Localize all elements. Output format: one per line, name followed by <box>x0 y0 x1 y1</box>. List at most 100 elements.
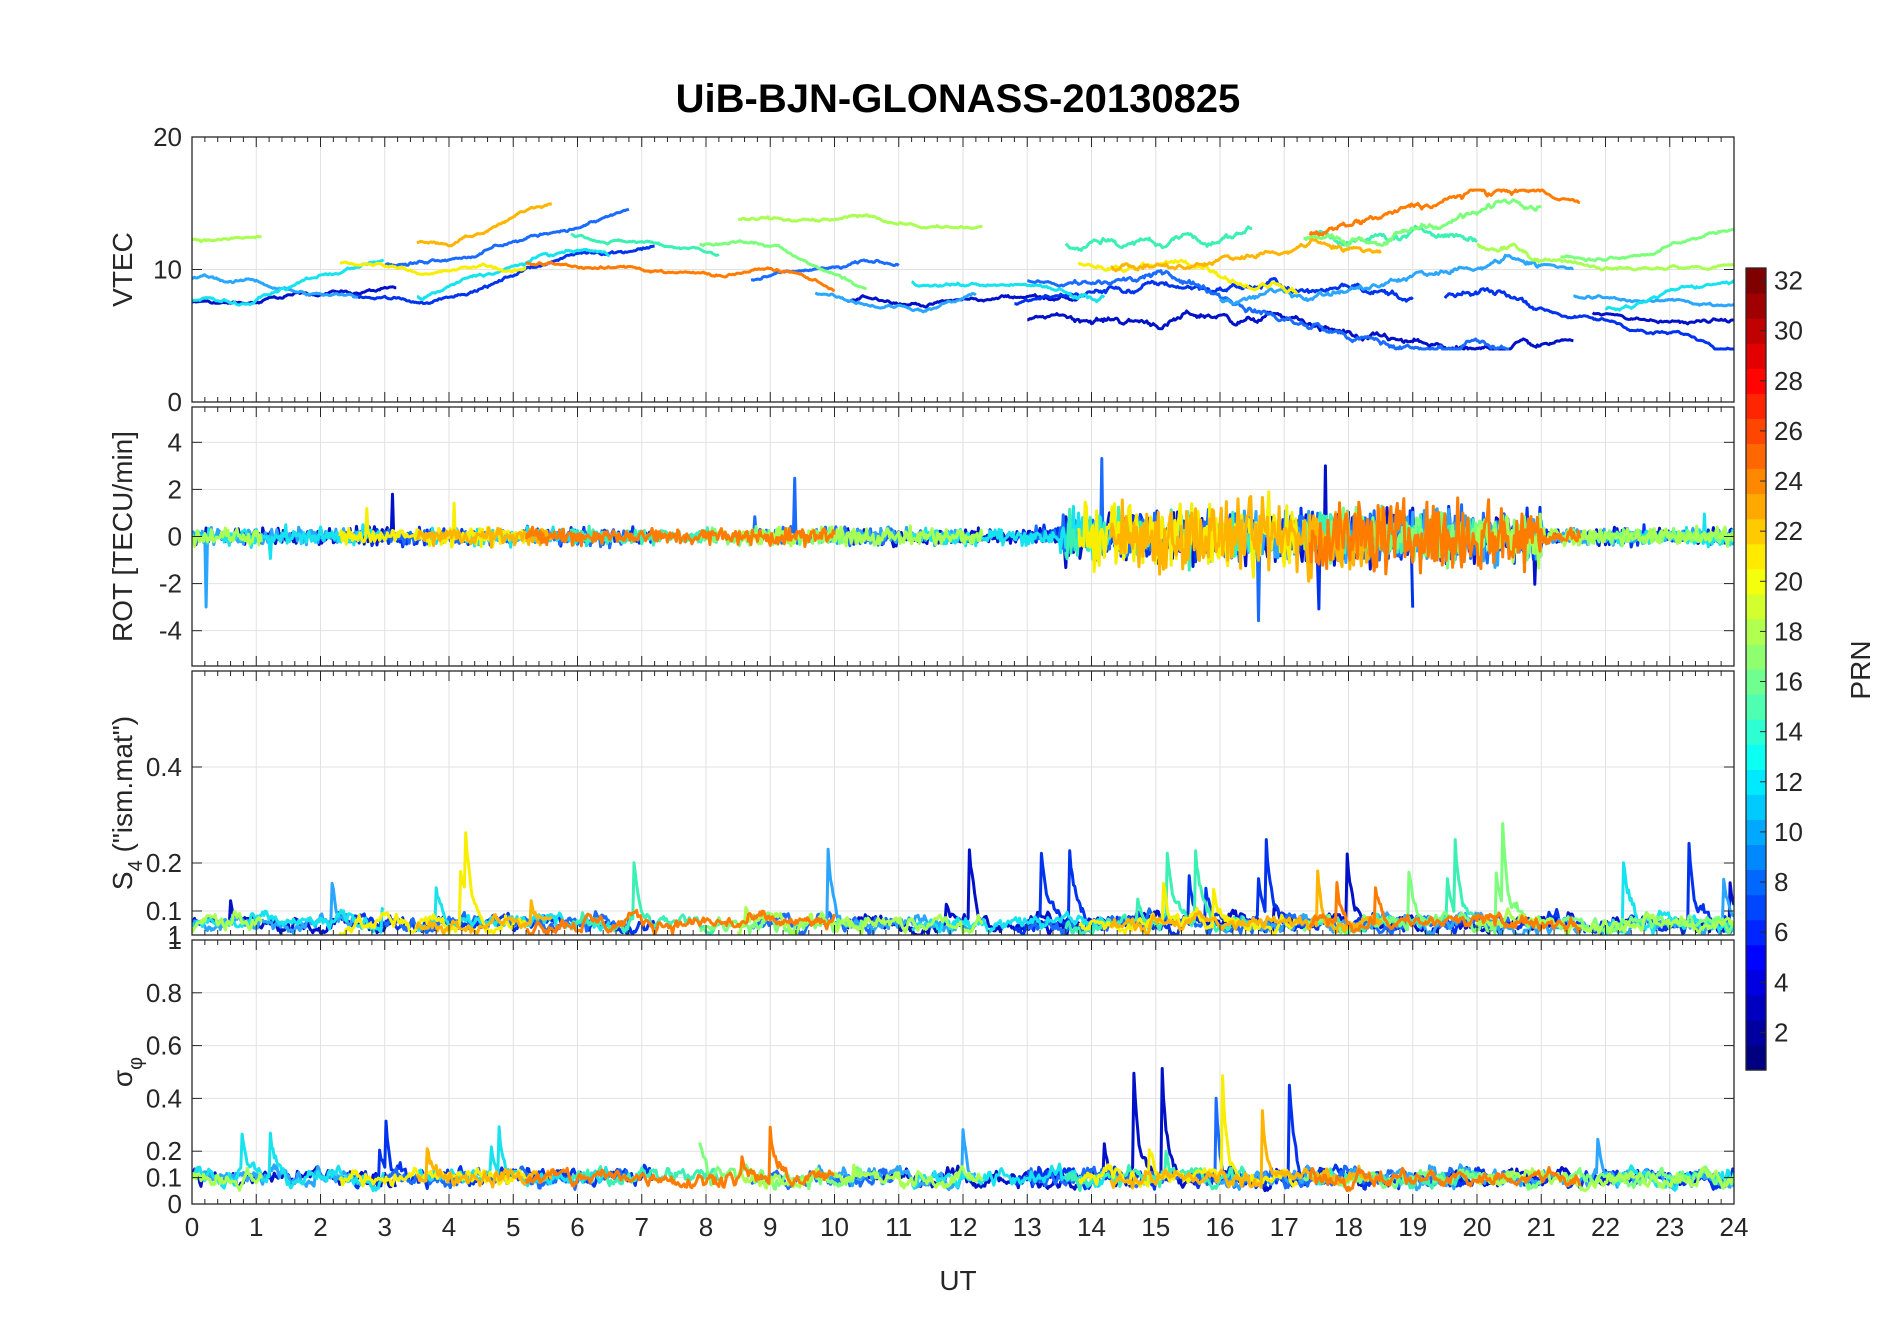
y-tick-label-sigma: 0 <box>168 1189 182 1219</box>
x-tick-label: 13 <box>1013 1212 1042 1242</box>
colorbar-tick-label: 4 <box>1774 967 1788 997</box>
panel-s4: 0.1 0.2 0.4 1 S4 ("ism.mat") <box>107 670 1735 950</box>
colorbar-segment <box>1746 894 1766 921</box>
series-prn-17-rot-pass-1 <box>736 524 984 548</box>
y-tick-label-s4: 0.4 <box>146 752 182 782</box>
series-rot <box>192 457 1734 623</box>
y-axis-label-s4: S4 ("ism.mat") <box>107 716 147 890</box>
y-tick-label-rot: 2 <box>168 474 182 504</box>
colorbar-tick-label: 32 <box>1774 266 1803 296</box>
x-tick-label: 19 <box>1398 1212 1427 1242</box>
colorbar-segment <box>1746 418 1766 445</box>
series-prn-16-sigma-pass-0 <box>698 1142 868 1191</box>
panel-rot: -4 -2 0 2 4 ROT [TECU/min] <box>107 406 1735 667</box>
colorbar-tick-label: 6 <box>1774 917 1788 947</box>
y-tick-label-rot: 4 <box>168 427 182 457</box>
y-tick-label-vtec: 20 <box>153 122 182 152</box>
x-tick-label: 1 <box>249 1212 263 1242</box>
series-prn-20-vtec-pass-0 <box>339 260 527 276</box>
series-prn-17-s4-pass-0 <box>192 910 263 934</box>
series-prn-24-vtec-pass-1 <box>1308 188 1580 237</box>
series-prn-17-vtec-pass-0 <box>192 234 263 244</box>
series-s4 <box>192 822 1734 935</box>
series-prn-24-rot-pass-0 <box>524 525 836 548</box>
colorbar-segment <box>1746 268 1766 294</box>
colorbar-tick-label: 8 <box>1774 867 1788 897</box>
colorbar-segment <box>1746 944 1766 971</box>
colorbar-segment <box>1746 518 1766 545</box>
series-prn-12-vtec-pass-0 <box>192 258 385 307</box>
colorbar-segment <box>1746 794 1766 820</box>
series-prn-10-vtec-pass-1 <box>814 291 977 314</box>
y-tick-label-vtec: 10 <box>153 255 182 285</box>
colorbar-segment <box>1746 468 1766 495</box>
colorbar-segment <box>1746 769 1766 795</box>
series-prn-12-vtec-pass-1 <box>416 247 611 301</box>
series-prn-4-vtec-pass-2 <box>1443 287 1734 351</box>
x-tick-label: 10 <box>820 1212 849 1242</box>
y-tick-label-rot: -4 <box>159 616 182 646</box>
y-axis-label-sigma: σφ <box>107 1057 147 1087</box>
y-tick-label-rot: 0 <box>168 522 182 552</box>
series-prn-24-vtec-pass-0 <box>525 260 836 293</box>
series-prn-22-vtec-pass-1 <box>1110 238 1382 273</box>
x-tick-label: 5 <box>506 1212 520 1242</box>
colorbar-segment <box>1746 568 1766 595</box>
series-prn-17-vtec-pass-2 <box>1476 242 1734 272</box>
series-prn-22-rot-pass-1 <box>1109 495 1383 583</box>
series-prn-4-vtec-pass-0 <box>352 244 655 305</box>
colorbar-tick-label: 10 <box>1774 817 1803 847</box>
colorbar-segment <box>1746 443 1766 470</box>
x-tick-label: 17 <box>1270 1212 1299 1242</box>
y-axis-label-vtec: VTEC <box>107 232 138 307</box>
y-tick-label-vtec: 0 <box>168 387 182 417</box>
y-axis-label-main: S <box>107 871 138 890</box>
colorbar-segment <box>1746 919 1766 946</box>
y-tick-label-rot: -2 <box>159 569 182 599</box>
series-prn-7-vtec-pass-0 <box>384 207 630 268</box>
panels: 0 10 20 VTEC -4 -2 0 2 4 ROT [TECU/min] 0.10.20.41… <box>107 122 1735 1219</box>
series-prn-12-vtec-pass-3 <box>1604 279 1734 312</box>
colorbar-frame <box>1745 267 1767 1071</box>
tickmarks-sigma <box>191 939 1735 1205</box>
x-tick-label: 20 <box>1463 1212 1492 1242</box>
colorbar-segment <box>1746 694 1766 720</box>
colorbar-tick-label: 26 <box>1774 416 1803 446</box>
colorbar-tick-label: 20 <box>1774 566 1803 596</box>
x-tick-label: 14 <box>1077 1212 1106 1242</box>
series-prn-10-vtec-pass-2 <box>1218 253 1574 306</box>
x-tick-label: 12 <box>949 1212 978 1242</box>
x-tick-label: 4 <box>442 1212 456 1242</box>
x-axis-ticks: 0 1 2 3 4 5 6 7 8 9 10 11 12 13 14 15 16 17 18 19 20 21 22 23 24 <box>185 1212 1749 1242</box>
colorbar-segment <box>1746 593 1766 620</box>
y-tick-label-sigma: 0.4 <box>146 1083 182 1113</box>
colorbar-segment <box>1746 543 1766 570</box>
y-tick-label-sigma: 0.8 <box>146 978 182 1008</box>
x-axis-label: UT <box>939 1265 976 1296</box>
colorbar-segment <box>1746 869 1766 896</box>
colorbar-tick-label: 30 <box>1774 316 1803 346</box>
series-prn-16-vtec-pass-1 <box>1303 198 1542 248</box>
colorbar-segment <box>1746 1019 1766 1046</box>
series-prn-10-vtec-pass-0 <box>192 273 359 300</box>
series-prn-12-sigma-pass-2 <box>910 1162 1106 1190</box>
colorbar-segment <box>1746 293 1766 319</box>
x-tick-label: 15 <box>1141 1212 1170 1242</box>
x-tick-label: 3 <box>378 1212 392 1242</box>
y-axis-label-rot: ROT [TECU/min] <box>107 431 138 642</box>
y-tick-label-sigma: 0.6 <box>146 1031 182 1061</box>
colorbar-tick-label: 2 <box>1774 1017 1788 1047</box>
series-prn-22-vtec-pass-0 <box>416 202 552 248</box>
y-axis-label-subscript: φ <box>125 1057 147 1070</box>
y-axis-label-main: σ <box>107 1070 138 1087</box>
series-vtec <box>192 188 1734 351</box>
series-sigma <box>192 1067 1734 1193</box>
x-tick-label: 2 <box>313 1212 327 1242</box>
y-axis-label-subscript: 4 <box>125 860 147 871</box>
series-prn-16-vtec-pass-2 <box>1560 227 1734 263</box>
colorbar-segment <box>1746 819 1766 846</box>
colorbar-tick-label: 24 <box>1774 466 1803 496</box>
x-tick-label: 6 <box>570 1212 584 1242</box>
panel-vtec: 0 10 20 VTEC <box>107 122 1735 417</box>
